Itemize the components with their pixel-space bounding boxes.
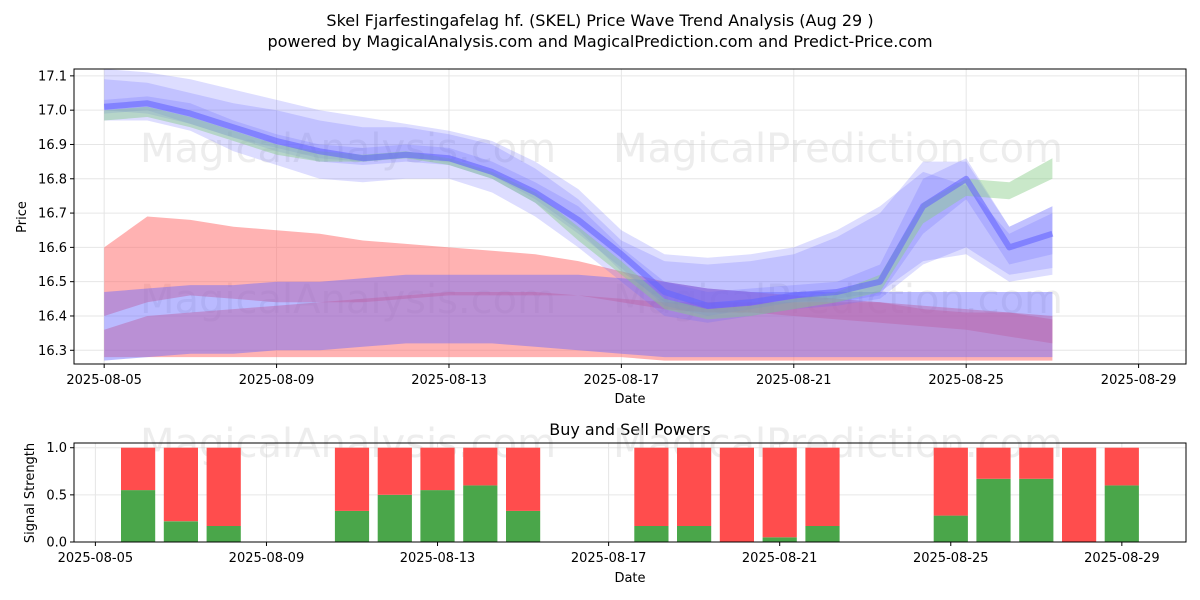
power-y-tick-label: 1.0 bbox=[46, 441, 67, 456]
power-bars bbox=[121, 447, 1139, 542]
power-x-tick-label: 2025-08-13 bbox=[400, 551, 476, 566]
buy-bar bbox=[163, 521, 198, 542]
power-panel: Buy and Sell Powers MagicalAnalysis.com … bbox=[23, 420, 1187, 586]
power-x-tick-label: 2025-08-17 bbox=[571, 551, 647, 566]
price-x-tick-label: 2025-08-25 bbox=[928, 373, 1004, 388]
power-y-ticks: 0.0 0.5 1.0 bbox=[46, 441, 74, 551]
sell-bar bbox=[463, 447, 498, 486]
power-chart-title: Buy and Sell Powers bbox=[549, 420, 711, 439]
price-y-tick-label: 16.6 bbox=[38, 241, 67, 256]
sell-bar bbox=[121, 447, 156, 491]
power-y-tick-label: 0.5 bbox=[46, 488, 67, 503]
sell-bar bbox=[677, 447, 712, 526]
price-y-axis-label: Price bbox=[15, 201, 30, 233]
price-x-tick-label: 2025-08-09 bbox=[239, 373, 315, 388]
power-x-tick-label: 2025-08-05 bbox=[58, 551, 134, 566]
price-x-tick-label: 2025-08-17 bbox=[584, 373, 660, 388]
price-y-tick-label: 16.7 bbox=[38, 207, 67, 222]
power-x-axis-label: Date bbox=[614, 571, 645, 586]
buy-bar bbox=[1104, 485, 1139, 542]
price-y-tick-label: 16.8 bbox=[38, 172, 67, 187]
price-y-tick-label: 16.3 bbox=[38, 344, 67, 359]
buy-bar bbox=[1019, 478, 1054, 542]
price-y-tick-label: 16.4 bbox=[38, 309, 67, 324]
price-x-ticks: 2025-08-05 2025-08-09 2025-08-13 2025-08-17… bbox=[66, 364, 1176, 388]
sell-bar bbox=[719, 447, 754, 542]
buy-bar bbox=[334, 510, 370, 542]
buy-bar bbox=[420, 490, 455, 542]
sell-bar bbox=[634, 447, 669, 526]
price-y-tick-label: 17.0 bbox=[38, 104, 67, 119]
power-x-tick-label: 2025-08-29 bbox=[1084, 551, 1160, 566]
watermark-right-top: MagicalPrediction.com bbox=[613, 126, 1063, 172]
power-x-tick-label: 2025-08-21 bbox=[742, 551, 818, 566]
buy-bar bbox=[463, 485, 498, 542]
power-y-tick-label: 0.0 bbox=[46, 536, 67, 551]
buy-bar bbox=[677, 526, 712, 542]
sell-bar bbox=[506, 447, 541, 511]
power-x-tick-label: 2025-08-09 bbox=[229, 551, 305, 566]
sell-bar bbox=[933, 447, 968, 516]
blue-band-wave-1 bbox=[104, 96, 1053, 317]
green-band bbox=[104, 106, 1053, 320]
buy-bar bbox=[933, 515, 968, 542]
sell-bar bbox=[1019, 447, 1054, 479]
buy-bar bbox=[121, 490, 156, 542]
buy-bar bbox=[206, 526, 241, 542]
sell-bar bbox=[163, 447, 198, 522]
buy-bar bbox=[506, 510, 541, 542]
price-y-tick-label: 16.5 bbox=[38, 275, 67, 290]
power-plot-frame bbox=[73, 442, 1187, 543]
sell-bar bbox=[334, 447, 370, 511]
price-panel: MagicalAnalysis.com MagicalPrediction.co… bbox=[15, 68, 1187, 407]
blue-band-wave-3 bbox=[104, 69, 1053, 310]
power-x-tick-label: 2025-08-25 bbox=[913, 551, 989, 566]
sell-bar bbox=[206, 447, 241, 526]
price-y-ticks: 16.3 16.4 16.5 16.6 16.7 16.8 16.9 17.0 17.1 bbox=[38, 69, 74, 359]
price-x-tick-label: 2025-08-21 bbox=[756, 373, 832, 388]
price-x-tick-label: 2025-08-05 bbox=[66, 373, 142, 388]
price-x-axis-label: Date bbox=[614, 392, 645, 407]
price-plot-frame bbox=[73, 68, 1187, 365]
buy-bar bbox=[976, 478, 1011, 542]
red-band-red-lower bbox=[104, 292, 1053, 361]
price-trend-line bbox=[103, 100, 1054, 309]
buy-bar bbox=[634, 526, 669, 542]
watermark-left-top: MagicalAnalysis.com bbox=[140, 126, 556, 172]
sell-bar bbox=[976, 447, 1011, 479]
sell-bar bbox=[377, 447, 412, 495]
sell-bar bbox=[805, 447, 840, 526]
buy-bar bbox=[762, 537, 797, 542]
price-x-tick-label: 2025-08-29 bbox=[1101, 373, 1177, 388]
power-y-axis-label: Signal Strength bbox=[23, 443, 38, 543]
price-bands bbox=[103, 69, 1054, 361]
sell-bar bbox=[1062, 447, 1097, 542]
price-x-tick-label: 2025-08-13 bbox=[411, 373, 487, 388]
price-y-tick-label: 17.1 bbox=[38, 69, 67, 84]
sell-bar bbox=[762, 447, 797, 538]
power-x-ticks: 2025-08-05 2025-08-09 2025-08-13 2025-08-17… bbox=[58, 542, 1160, 566]
chart-subtitle: powered by MagicalAnalysis.com and Magic… bbox=[267, 32, 932, 51]
blue-band-wave-2 bbox=[104, 79, 1053, 323]
buy-bar bbox=[377, 494, 412, 542]
sell-bar bbox=[1104, 447, 1139, 486]
sell-bar bbox=[420, 447, 455, 491]
chart-title: Skel Fjarfestingafelag hf. (SKEL) Price … bbox=[326, 11, 873, 30]
price-y-tick-label: 16.9 bbox=[38, 138, 67, 153]
buy-bar bbox=[805, 526, 840, 542]
